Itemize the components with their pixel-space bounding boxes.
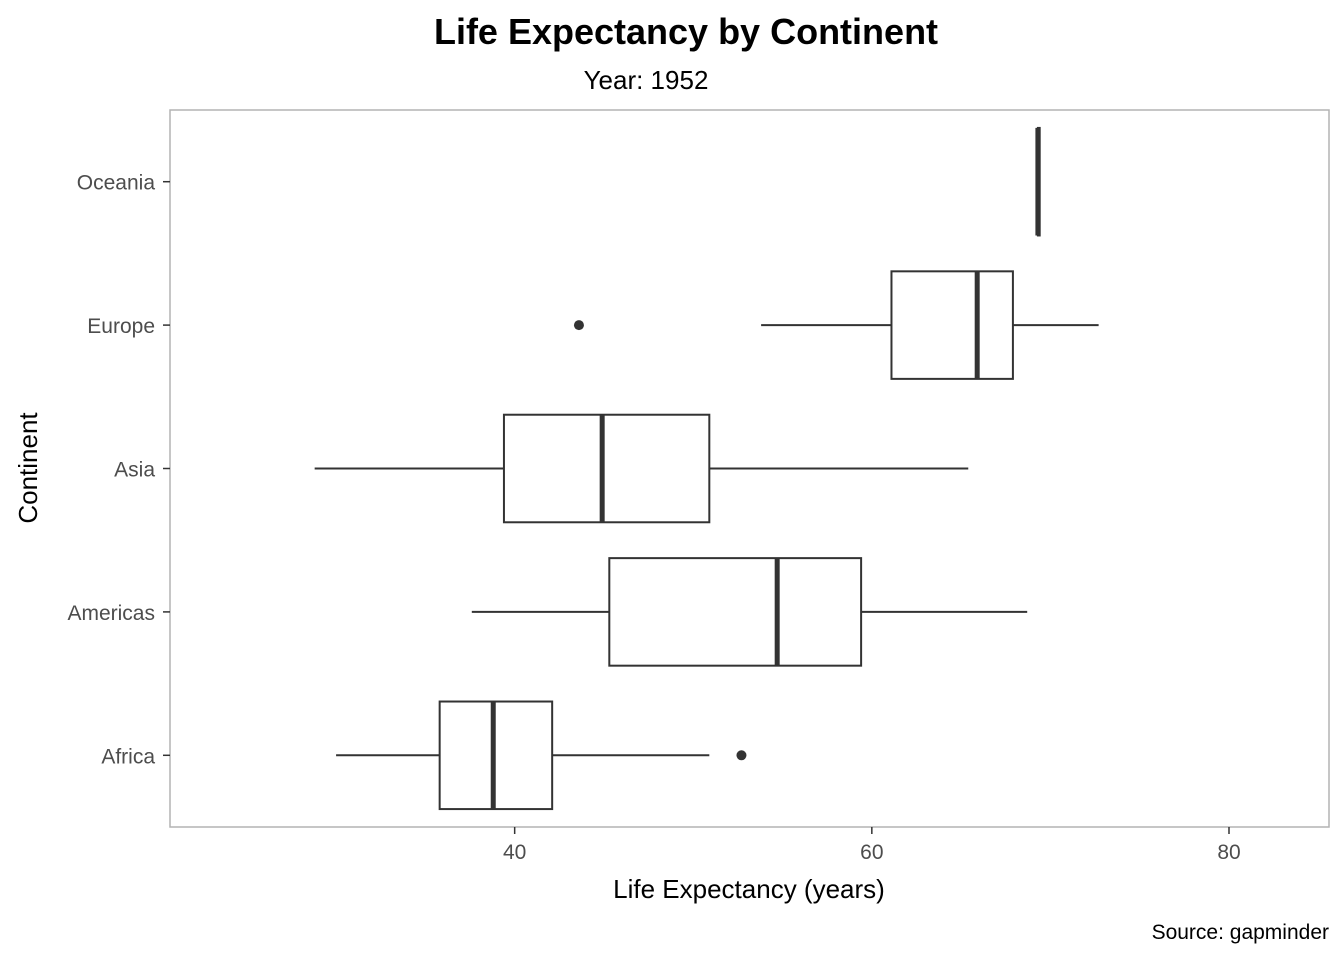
box-asia bbox=[314, 413, 969, 524]
outlier-point bbox=[736, 750, 747, 761]
box-europe bbox=[573, 270, 1099, 380]
box-oceania bbox=[1035, 126, 1041, 237]
iqr-box bbox=[608, 557, 863, 667]
x-tick-label: 60 bbox=[860, 841, 883, 864]
y-tick-label: Oceania bbox=[77, 172, 156, 195]
box-americas bbox=[471, 557, 1028, 667]
outlier-point bbox=[573, 320, 584, 331]
chart-subtitle: Year: 1952 bbox=[584, 65, 709, 95]
chart-caption: Source: gapminder bbox=[1152, 921, 1329, 944]
iqr-box bbox=[438, 700, 554, 811]
y-tick-label: Europe bbox=[87, 315, 155, 338]
x-tick-label: 40 bbox=[503, 841, 526, 864]
x-tick-label: 80 bbox=[1217, 841, 1240, 864]
iqr-box bbox=[502, 413, 711, 524]
y-axis-label: Continent bbox=[13, 412, 43, 524]
iqr-box bbox=[890, 270, 1014, 380]
box-africa bbox=[336, 700, 747, 811]
y-tick-label: Africa bbox=[101, 745, 155, 768]
y-tick-label: Asia bbox=[114, 459, 155, 482]
chart-title: Life Expectancy by Continent bbox=[434, 11, 938, 52]
x-axis-label: Life Expectancy (years) bbox=[613, 874, 885, 904]
y-tick-label: Americas bbox=[67, 602, 155, 625]
